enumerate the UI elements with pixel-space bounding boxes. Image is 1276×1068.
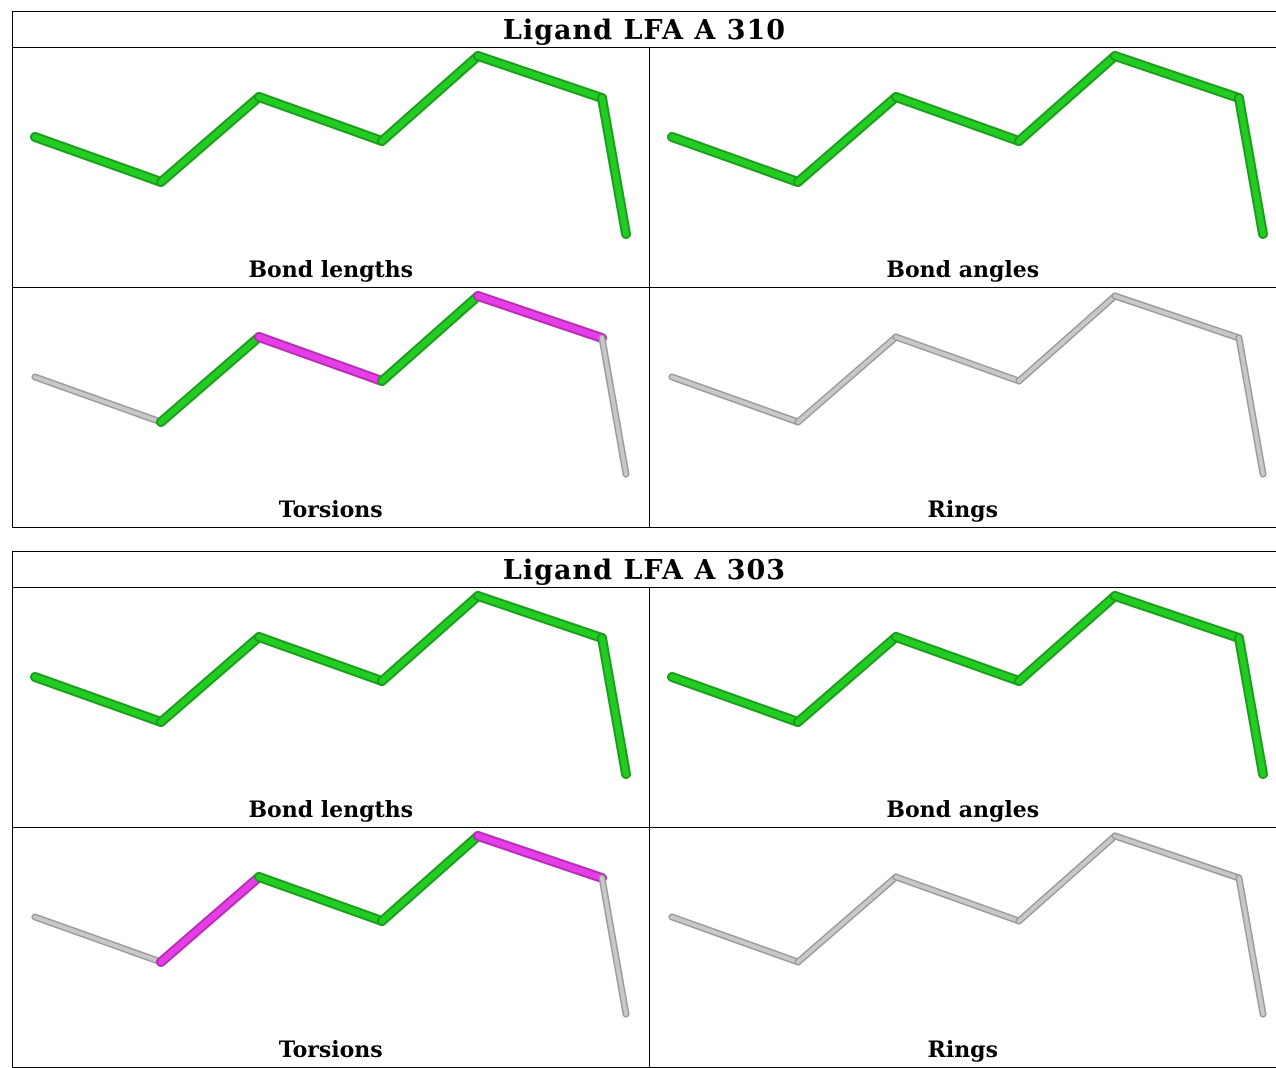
panel-row: Bond lengths Bond angles: [13, 588, 1276, 827]
bond-highlight: [896, 97, 1019, 141]
bond-highlight: [672, 677, 798, 722]
bond-highlight: [35, 377, 161, 422]
bond-angles-panel: Bond angles: [650, 48, 1276, 287]
bond-highlight: [1019, 56, 1115, 141]
bond-highlight: [35, 137, 161, 182]
bond-highlight: [798, 337, 896, 422]
bond-highlight: [1115, 296, 1239, 338]
bond-highlight: [161, 637, 259, 722]
bond-highlight: [382, 56, 478, 141]
bond-highlight: [896, 637, 1019, 681]
molecule-image: [650, 828, 1276, 1067]
bond-angles-panel: Bond angles: [650, 588, 1276, 827]
rings-panel: Rings: [650, 288, 1276, 527]
bond-highlight: [478, 56, 602, 98]
molecule-image: [13, 48, 649, 287]
bond-highlight: [602, 98, 626, 234]
bond-highlight: [1115, 56, 1239, 98]
bond-highlight: [259, 877, 382, 921]
bond-highlight: [259, 637, 382, 681]
bond-lengths-panel: Bond lengths: [13, 588, 650, 827]
panel-row: Torsions Rings: [13, 827, 1276, 1067]
bond-highlight: [382, 596, 478, 681]
panel-label: Bond angles: [650, 797, 1276, 823]
bond-highlight: [602, 338, 626, 474]
torsions-panel: Torsions: [13, 828, 650, 1067]
torsions-panel: Torsions: [13, 288, 650, 527]
panel-label: Torsions: [13, 1037, 649, 1063]
bond-highlight: [1115, 836, 1239, 878]
bond-highlight: [798, 97, 896, 182]
molecule-image: [13, 588, 649, 827]
panel-label: Bond angles: [650, 257, 1276, 283]
bond-highlight: [478, 296, 602, 338]
molecule-image: [13, 288, 649, 527]
bond-highlight: [161, 337, 259, 422]
bond-highlight: [1019, 596, 1115, 681]
bond-highlight: [1019, 296, 1115, 381]
molecule-image: [650, 48, 1276, 287]
bond-highlight: [896, 877, 1019, 921]
bond-highlight: [382, 836, 478, 921]
bond-highlight: [35, 677, 161, 722]
ligand-table-303: Ligand LFA A 303 Bond lengths Bond angle…: [12, 551, 1276, 1068]
rings-panel: Rings: [650, 828, 1276, 1067]
bond-highlight: [478, 596, 602, 638]
molecule-image: [650, 588, 1276, 827]
panel-label: Bond lengths: [13, 797, 649, 823]
ligand-title: Ligand LFA A 310: [13, 12, 1276, 48]
panel-label: Rings: [650, 497, 1276, 523]
panel-label: Rings: [650, 1037, 1276, 1063]
panel-row: Torsions Rings: [13, 287, 1276, 527]
bond-highlight: [259, 337, 382, 381]
bond-highlight: [478, 836, 602, 878]
bond-highlight: [382, 296, 478, 381]
molecule-image: [650, 288, 1276, 527]
panel-label: Torsions: [13, 497, 649, 523]
molecule-image: [13, 828, 649, 1067]
ligand-table-310: Ligand LFA A 310 Bond lengths Bond angle…: [12, 11, 1276, 528]
bond-highlight: [602, 878, 626, 1014]
bond-highlight: [35, 917, 161, 962]
bond-highlight: [798, 637, 896, 722]
bond-lengths-panel: Bond lengths: [13, 48, 650, 287]
panel-label: Bond lengths: [13, 257, 649, 283]
panel-row: Bond lengths Bond angles: [13, 48, 1276, 287]
bond-highlight: [602, 638, 626, 774]
bond-highlight: [672, 917, 798, 962]
bond-highlight: [672, 377, 798, 422]
bond-highlight: [1239, 338, 1263, 474]
bond-highlight: [1239, 98, 1263, 234]
bond-highlight: [259, 97, 382, 141]
bond-highlight: [672, 137, 798, 182]
bond-highlight: [161, 97, 259, 182]
bond-highlight: [896, 337, 1019, 381]
bond-highlight: [1019, 836, 1115, 921]
bond-highlight: [161, 877, 259, 962]
bond-highlight: [1239, 638, 1263, 774]
bond-highlight: [1239, 878, 1263, 1014]
bond-highlight: [798, 877, 896, 962]
ligand-title: Ligand LFA A 303: [13, 552, 1276, 588]
bond-highlight: [1115, 596, 1239, 638]
